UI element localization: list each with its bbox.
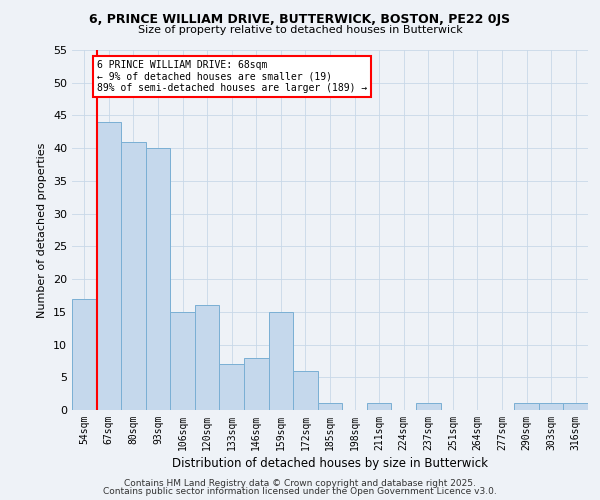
Bar bbox=[195, 306, 220, 410]
Text: Contains public sector information licensed under the Open Government Licence v3: Contains public sector information licen… bbox=[103, 487, 497, 496]
Bar bbox=[269, 312, 293, 410]
Bar bbox=[72, 298, 97, 410]
Text: Contains HM Land Registry data © Crown copyright and database right 2025.: Contains HM Land Registry data © Crown c… bbox=[124, 478, 476, 488]
Text: Size of property relative to detached houses in Butterwick: Size of property relative to detached ho… bbox=[137, 25, 463, 35]
Bar bbox=[293, 370, 318, 410]
Text: 6 PRINCE WILLIAM DRIVE: 68sqm
← 9% of detached houses are smaller (19)
89% of se: 6 PRINCE WILLIAM DRIVE: 68sqm ← 9% of de… bbox=[97, 60, 367, 93]
Bar bbox=[367, 404, 391, 410]
Bar bbox=[220, 364, 244, 410]
Y-axis label: Number of detached properties: Number of detached properties bbox=[37, 142, 47, 318]
Bar bbox=[121, 142, 146, 410]
X-axis label: Distribution of detached houses by size in Butterwick: Distribution of detached houses by size … bbox=[172, 457, 488, 470]
Bar bbox=[539, 404, 563, 410]
Bar bbox=[416, 404, 440, 410]
Bar bbox=[563, 404, 588, 410]
Text: 6, PRINCE WILLIAM DRIVE, BUTTERWICK, BOSTON, PE22 0JS: 6, PRINCE WILLIAM DRIVE, BUTTERWICK, BOS… bbox=[89, 12, 511, 26]
Bar bbox=[170, 312, 195, 410]
Bar bbox=[318, 404, 342, 410]
Bar bbox=[514, 404, 539, 410]
Bar bbox=[146, 148, 170, 410]
Bar bbox=[97, 122, 121, 410]
Bar bbox=[244, 358, 269, 410]
